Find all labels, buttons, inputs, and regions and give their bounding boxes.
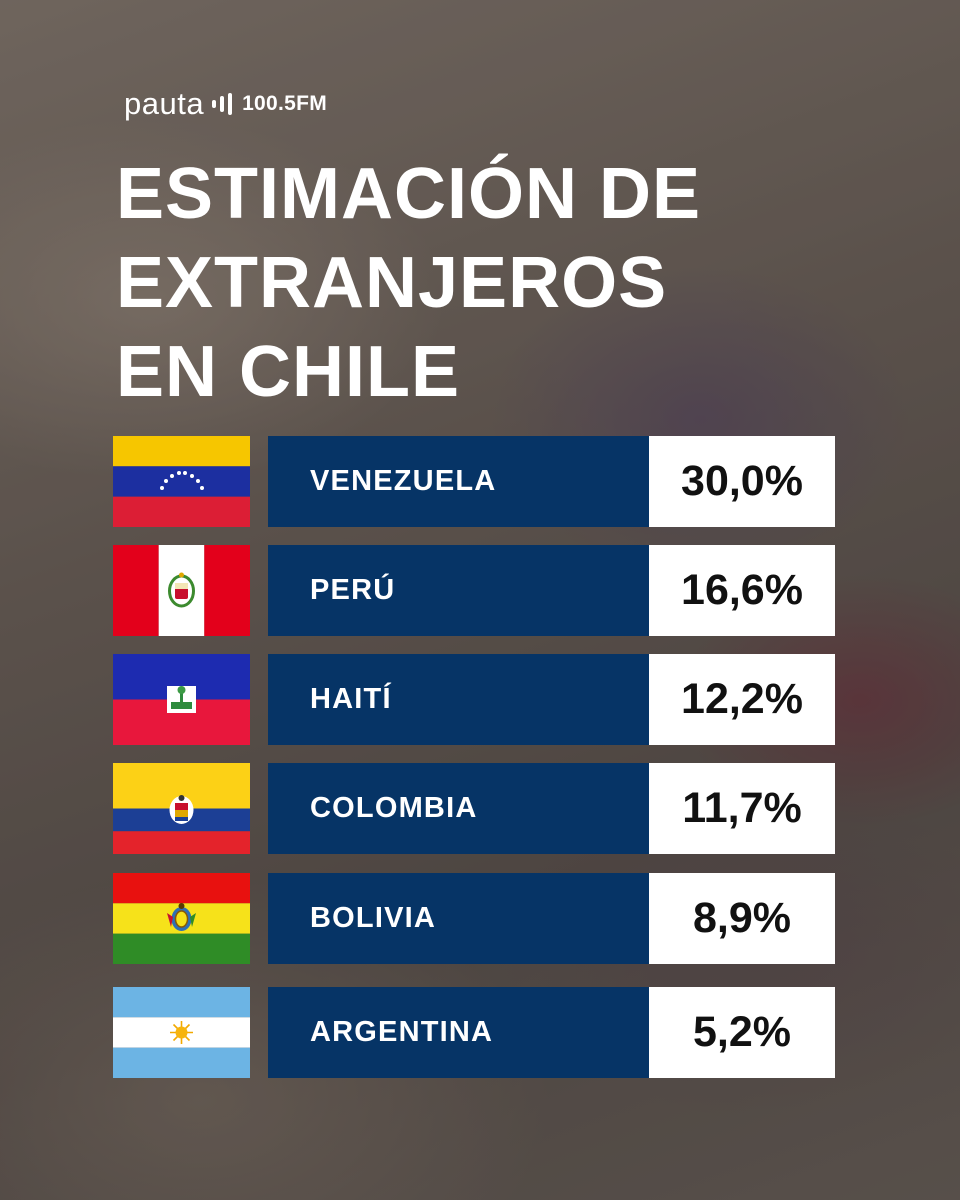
colombia-flag-icon: [113, 763, 250, 854]
audio-bars-icon: [212, 93, 233, 115]
logo-frequency: 100.5FM: [242, 92, 328, 115]
haiti-flag-icon: [113, 654, 250, 745]
logo-wordmark: pauta: [124, 86, 205, 121]
country-percentage: 30,0%: [649, 436, 835, 527]
title-line-1: ESTIMACIÓN DE: [116, 154, 702, 234]
country-row: VENEZUELA 30,0%: [113, 436, 835, 527]
country-name: BOLIVIA: [268, 873, 649, 964]
peru-flag-icon: [113, 545, 250, 636]
page-title: ESTIMACIÓN DE EXTRANJEROS EN CHILE: [116, 150, 701, 417]
country-name: PERÚ: [268, 545, 649, 636]
country-percentage: 8,9%: [649, 873, 835, 964]
country-name: ARGENTINA: [268, 987, 649, 1078]
country-name: HAITÍ: [268, 654, 649, 745]
country-row: BOLIVIA 8,9%: [113, 873, 835, 964]
country-row: COLOMBIA 11,7%: [113, 763, 835, 854]
venezuela-flag-icon: [113, 436, 250, 527]
argentina-flag-icon: [113, 987, 250, 1078]
country-name: VENEZUELA: [268, 436, 649, 527]
country-percentage: 16,6%: [649, 545, 835, 636]
country-row: ARGENTINA 5,2%: [113, 987, 835, 1078]
country-percentage: 5,2%: [649, 987, 835, 1078]
pauta-logo: pauta 100.5FM: [124, 84, 327, 124]
country-row: PERÚ 16,6%: [113, 545, 835, 636]
country-percentage: 12,2%: [649, 654, 835, 745]
country-percentage: 11,7%: [649, 763, 835, 854]
country-name: COLOMBIA: [268, 763, 649, 854]
title-line-3: EN CHILE: [116, 332, 461, 412]
bolivia-flag-icon: [113, 873, 250, 964]
country-row: HAITÍ 12,2%: [113, 654, 835, 745]
title-line-2: EXTRANJEROS: [116, 243, 668, 323]
